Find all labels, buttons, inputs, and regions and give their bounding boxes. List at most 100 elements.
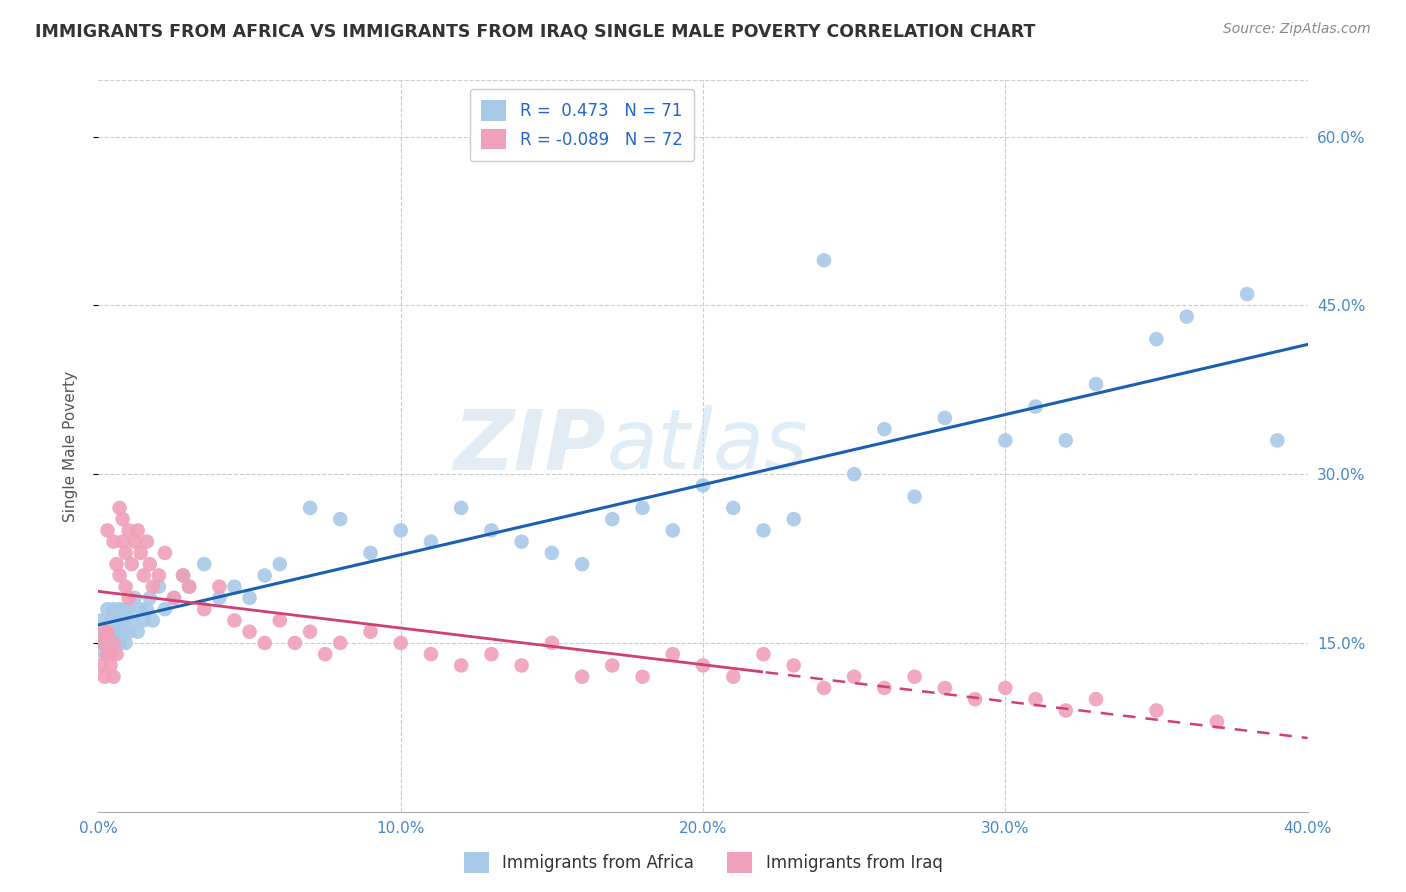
Point bbox=[93, 647, 115, 661]
Point bbox=[111, 512, 134, 526]
Text: ZIP: ZIP bbox=[454, 406, 606, 486]
Point bbox=[108, 624, 131, 639]
Point bbox=[1085, 692, 1108, 706]
Point bbox=[284, 636, 307, 650]
Point bbox=[723, 670, 745, 684]
Legend: R =  0.473   N = 71, R = -0.089   N = 72: R = 0.473 N = 71, R = -0.089 N = 72 bbox=[470, 88, 695, 161]
Point bbox=[121, 557, 143, 571]
Y-axis label: Single Male Poverty: Single Male Poverty bbox=[63, 370, 77, 522]
Point bbox=[142, 580, 165, 594]
Point bbox=[132, 568, 155, 582]
Point bbox=[100, 658, 122, 673]
Point bbox=[90, 614, 112, 628]
Point bbox=[208, 591, 231, 605]
Point bbox=[813, 681, 835, 695]
Point bbox=[389, 524, 412, 538]
Point bbox=[571, 557, 593, 571]
Point bbox=[96, 647, 118, 661]
Point bbox=[172, 568, 194, 582]
Point bbox=[96, 602, 118, 616]
Point bbox=[360, 546, 382, 560]
Point bbox=[172, 568, 194, 582]
Point bbox=[602, 658, 624, 673]
Point bbox=[93, 670, 115, 684]
Point bbox=[103, 636, 125, 650]
Point bbox=[124, 591, 146, 605]
Point bbox=[108, 602, 131, 616]
Point bbox=[1054, 703, 1077, 717]
Point bbox=[163, 591, 186, 605]
Point bbox=[100, 647, 122, 661]
Point bbox=[163, 591, 186, 605]
Point bbox=[904, 490, 927, 504]
Point bbox=[105, 647, 128, 661]
Point bbox=[873, 422, 896, 436]
Point bbox=[844, 467, 866, 482]
Point bbox=[103, 602, 125, 616]
Point bbox=[783, 658, 806, 673]
Point bbox=[90, 636, 112, 650]
Point bbox=[111, 614, 134, 628]
Point bbox=[299, 500, 322, 515]
Point bbox=[153, 546, 176, 560]
Point bbox=[90, 658, 112, 673]
Point bbox=[1175, 310, 1198, 324]
Point bbox=[108, 636, 131, 650]
Point bbox=[208, 580, 231, 594]
Point bbox=[118, 591, 141, 605]
Point bbox=[139, 591, 162, 605]
Point bbox=[389, 636, 412, 650]
Point bbox=[96, 524, 118, 538]
Point bbox=[124, 534, 146, 549]
Point bbox=[100, 614, 122, 628]
Point bbox=[135, 602, 157, 616]
Point bbox=[420, 647, 443, 661]
Point bbox=[121, 614, 143, 628]
Point bbox=[1206, 714, 1229, 729]
Point bbox=[934, 410, 956, 425]
Point bbox=[111, 624, 134, 639]
Point bbox=[253, 636, 276, 650]
Point bbox=[1054, 434, 1077, 448]
Point bbox=[132, 614, 155, 628]
Point bbox=[1024, 692, 1046, 706]
Point bbox=[118, 524, 141, 538]
Point bbox=[114, 602, 136, 616]
Point bbox=[481, 524, 503, 538]
Point bbox=[118, 624, 141, 639]
Point bbox=[540, 546, 562, 560]
Point bbox=[100, 647, 122, 661]
Point bbox=[510, 658, 533, 673]
Point bbox=[571, 670, 593, 684]
Point bbox=[129, 602, 152, 616]
Point bbox=[752, 524, 775, 538]
Text: IMMIGRANTS FROM AFRICA VS IMMIGRANTS FROM IRAQ SINGLE MALE POVERTY CORRELATION C: IMMIGRANTS FROM AFRICA VS IMMIGRANTS FRO… bbox=[35, 22, 1036, 40]
Point bbox=[108, 568, 131, 582]
Point bbox=[139, 557, 162, 571]
Point bbox=[142, 614, 165, 628]
Point bbox=[994, 434, 1017, 448]
Point bbox=[631, 670, 654, 684]
Point bbox=[179, 580, 201, 594]
Point bbox=[602, 512, 624, 526]
Text: Source: ZipAtlas.com: Source: ZipAtlas.com bbox=[1223, 22, 1371, 37]
Point bbox=[129, 546, 152, 560]
Point bbox=[631, 500, 654, 515]
Point bbox=[118, 602, 141, 616]
Point bbox=[103, 624, 125, 639]
Point bbox=[661, 647, 683, 661]
Point bbox=[844, 670, 866, 684]
Point bbox=[114, 636, 136, 650]
Point bbox=[1085, 377, 1108, 392]
Point bbox=[114, 580, 136, 594]
Point bbox=[111, 534, 134, 549]
Point bbox=[148, 568, 170, 582]
Point bbox=[253, 568, 276, 582]
Point bbox=[994, 681, 1017, 695]
Point bbox=[873, 681, 896, 695]
Point bbox=[105, 614, 128, 628]
Point bbox=[105, 557, 128, 571]
Point bbox=[965, 692, 987, 706]
Point bbox=[93, 624, 115, 639]
Point bbox=[103, 534, 125, 549]
